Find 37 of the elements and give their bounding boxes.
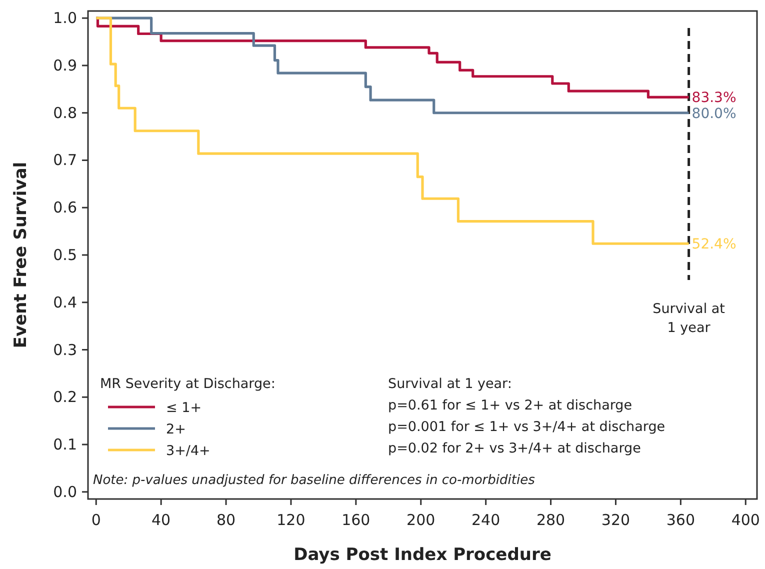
annotation: p=0.02 for 2+ vs 3+/4+ at discharge (388, 440, 641, 456)
annotation: p=0.61 for ≤ 1+ vs 2+ at discharge (388, 398, 632, 414)
annotation: Note: p-values unadjusted for baseline differences in co-morbidities (93, 473, 536, 488)
legend-label: ≤ 1+ (166, 400, 202, 416)
y-tick-label: 0.7 (53, 151, 77, 170)
legend-label: 3+/4+ (166, 443, 210, 459)
y-tick-label: 0.4 (53, 293, 77, 312)
y-tick-label: 0.6 (53, 198, 77, 217)
x-tick-label: 200 (406, 511, 436, 529)
x-tick-label: 240 (472, 511, 500, 529)
x-tick-label: 80 (216, 511, 236, 529)
y-tick-label: 0.9 (53, 56, 77, 74)
x-tick-label: 280 (536, 511, 566, 529)
legend-title: MR Severity at Discharge: (100, 376, 276, 392)
x-tick-label: 40 (152, 511, 171, 529)
y-tick-label: 0.2 (53, 388, 77, 406)
x-tick-label: 160 (342, 511, 370, 529)
x-tick-label: 360 (666, 511, 695, 529)
ref-line-label: Survival at 1 year (652, 301, 725, 336)
y-tick-label: 0.5 (53, 246, 77, 264)
x-tick-label: 400 (731, 511, 760, 529)
x-axis-title: Days Post Index Procedure (294, 545, 552, 565)
data-label: 52.4% (692, 236, 736, 253)
x-tick-label: 0 (91, 511, 101, 529)
legend-label: 2+ (166, 422, 186, 438)
x-tick-label: 120 (276, 511, 306, 529)
y-tick-label: 0.0 (53, 482, 77, 501)
y-tick-label: 0.1 (53, 436, 77, 454)
annotation: Survival at 1 year: (388, 376, 512, 392)
data-label: 80.0% (692, 106, 736, 122)
y-tick-label: 0.3 (53, 340, 77, 359)
y-tick-label: 0.8 (53, 104, 77, 122)
data-label: 83.3% (692, 90, 736, 106)
x-tick-label: 320 (601, 511, 630, 529)
y-axis-title: Event Free Survival (11, 162, 31, 348)
y-tick-label: 1.0 (53, 9, 77, 28)
annotation: p=0.001 for ≤ 1+ vs 3+/4+ at discharge (388, 419, 666, 435)
